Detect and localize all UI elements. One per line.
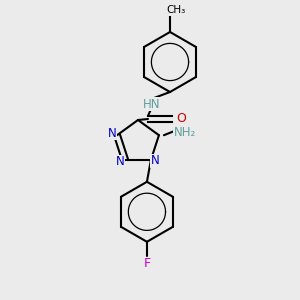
Text: N: N [108, 127, 116, 140]
Text: CH₃: CH₃ [167, 5, 186, 15]
Text: NH₂: NH₂ [174, 126, 196, 139]
Text: O: O [176, 112, 186, 125]
Text: HN: HN [143, 98, 161, 110]
Text: F: F [143, 257, 151, 270]
Text: N: N [151, 154, 159, 167]
Text: N: N [116, 155, 124, 168]
